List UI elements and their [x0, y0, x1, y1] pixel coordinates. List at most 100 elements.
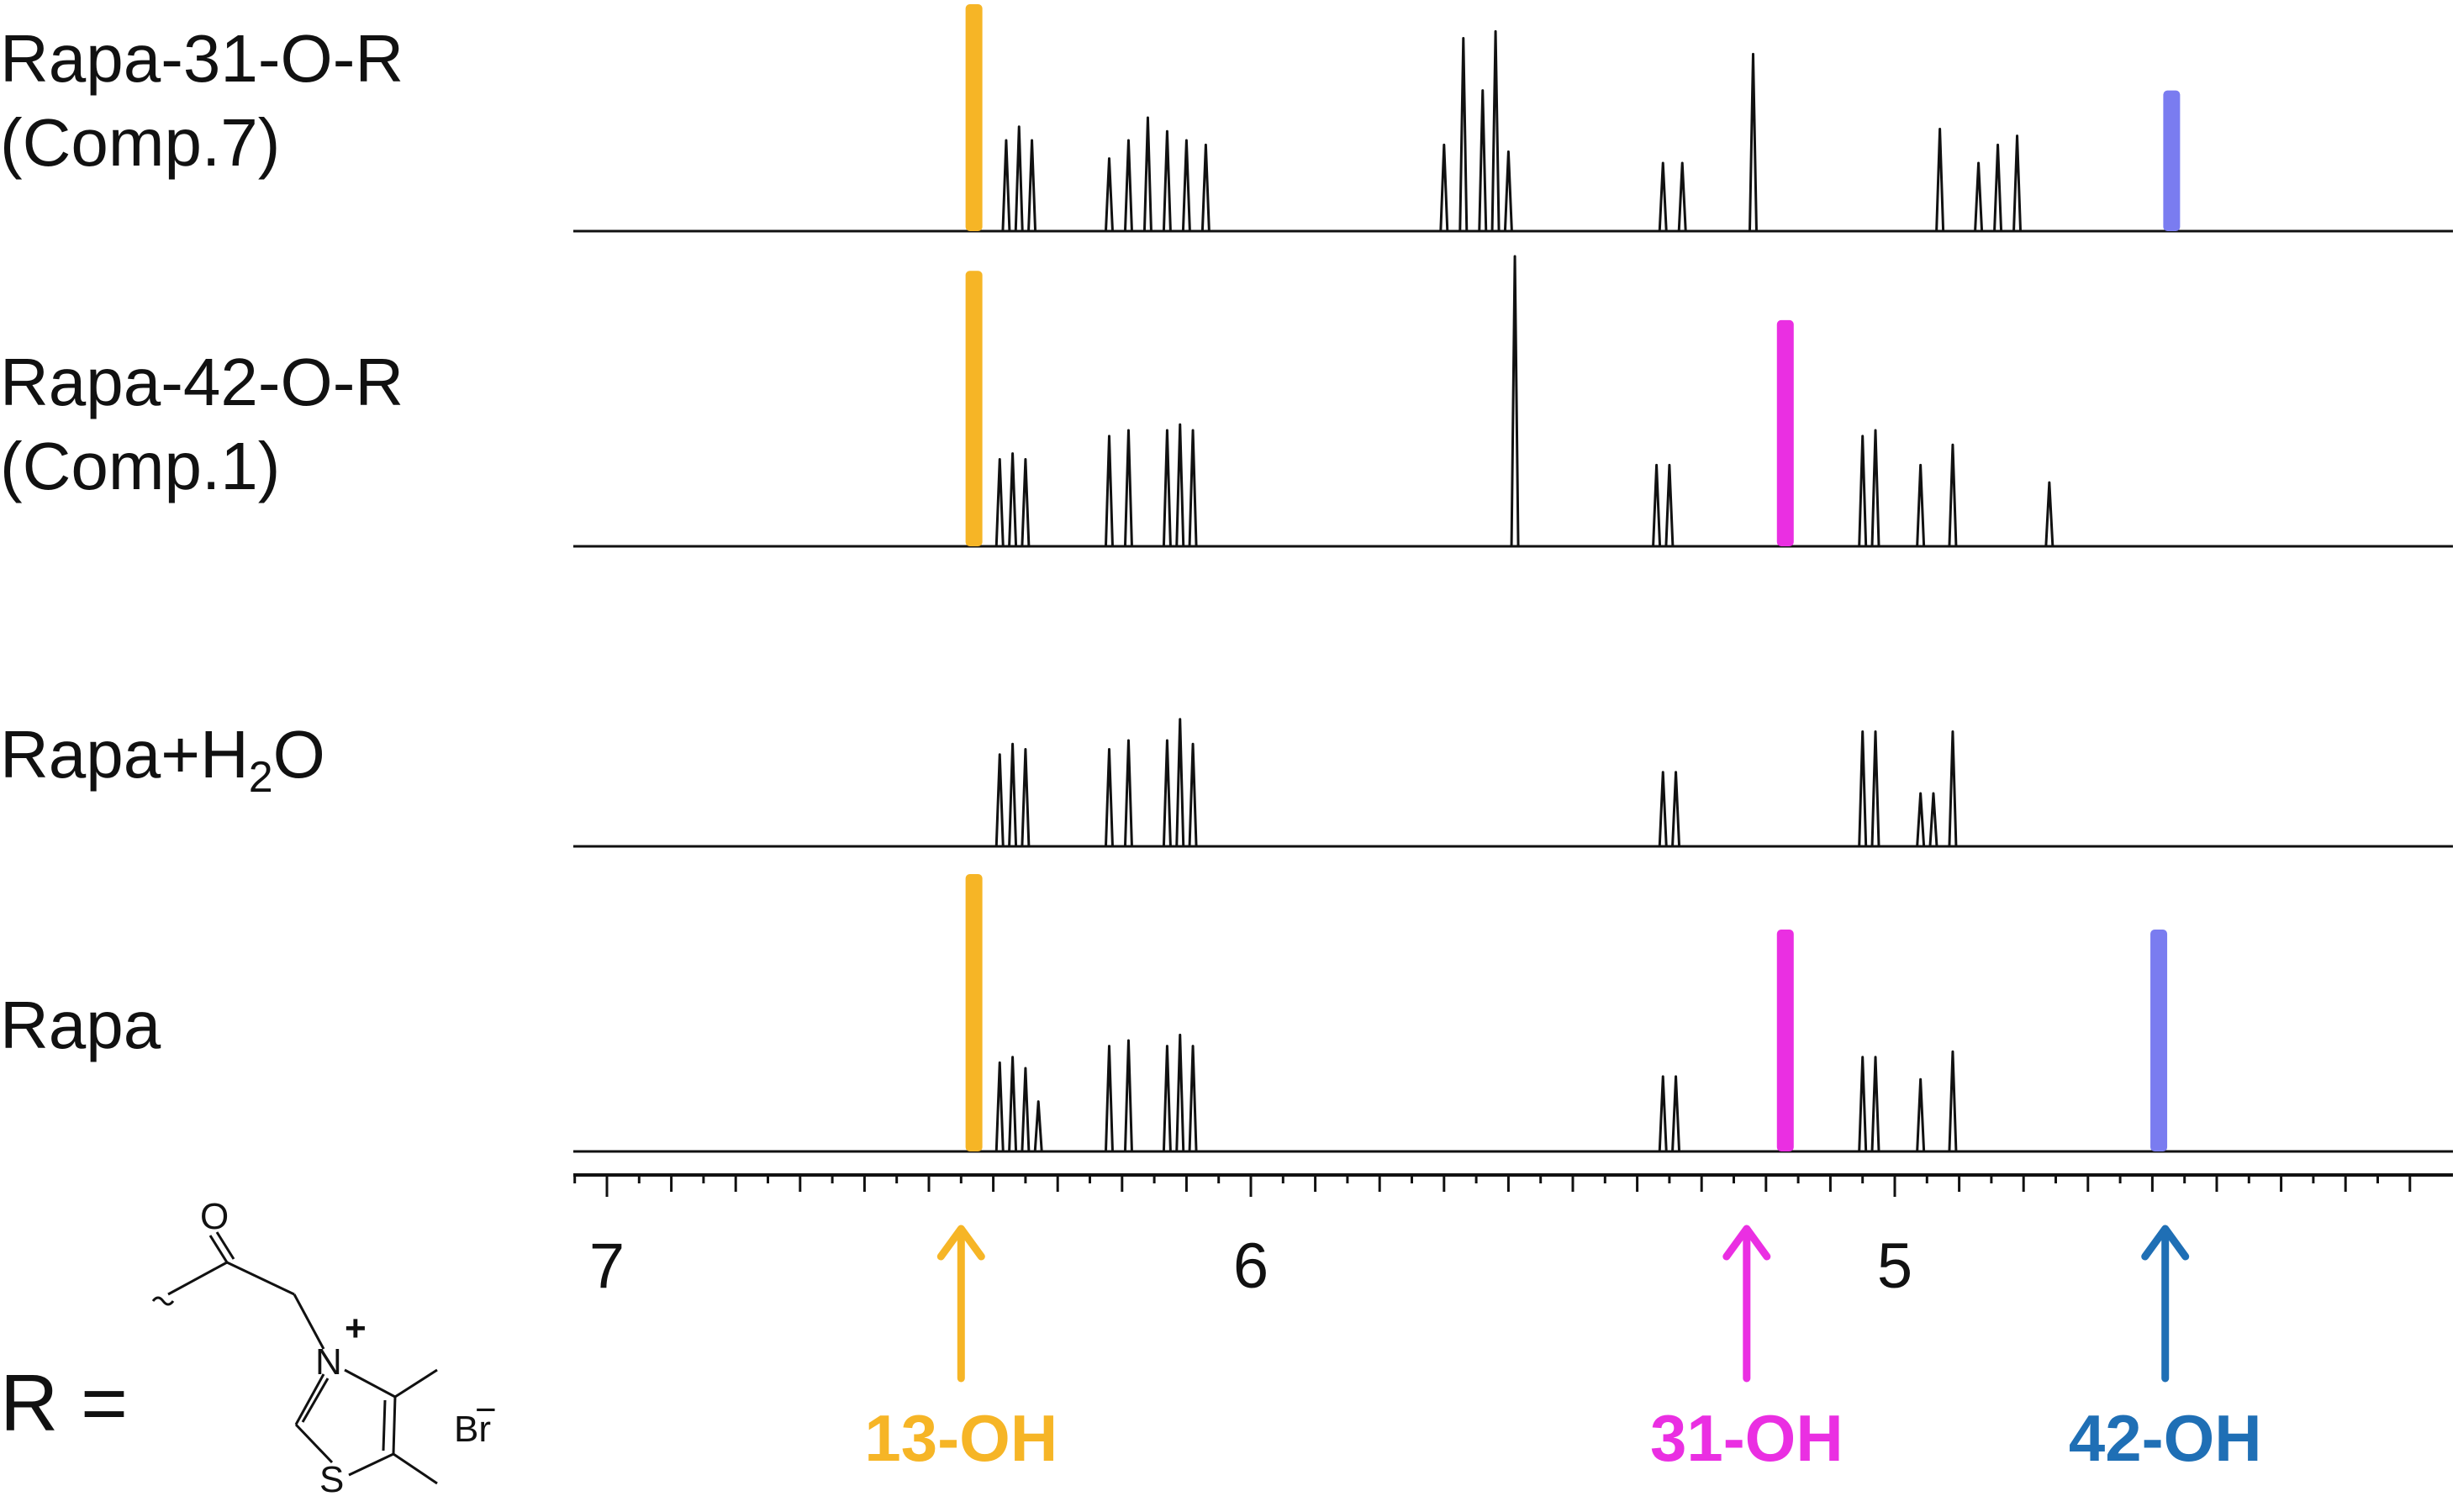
spectrum-peak — [1948, 730, 1958, 847]
atom-nitrogen: N — [315, 1341, 342, 1383]
spectrum-peak — [1021, 748, 1031, 847]
spectrum-peak — [1104, 748, 1114, 847]
spectrum-peak — [1658, 161, 1668, 232]
arrow-head — [1722, 1225, 1771, 1261]
spectrum-peak — [1162, 1045, 1172, 1152]
atom-charge: + — [345, 1308, 367, 1349]
spectrum-peak — [1188, 1045, 1198, 1152]
arrow-head — [2141, 1225, 2190, 1261]
annotation-arrow: 13-OH — [864, 1225, 1058, 1475]
spectrum-peak — [1858, 435, 1868, 547]
spectrum-peak — [1671, 1075, 1681, 1152]
spectrum-peak — [1123, 429, 1133, 547]
atom-oxygen: O — [200, 1202, 229, 1237]
spectrum-peak — [1858, 1056, 1868, 1152]
spectrum-peak — [1104, 435, 1114, 547]
spectrum-peak — [1200, 143, 1211, 232]
r-group-structure: O N + S Br − — [151, 1202, 496, 1500]
spectrum-peak — [1008, 1056, 1018, 1152]
trace-label-rapa-h2o: Rapa+H2O — [0, 713, 325, 819]
spectrum-trace — [573, 718, 2453, 848]
atom-sulfur: S — [319, 1459, 344, 1500]
spectrum-peak — [1162, 429, 1172, 547]
spectrum-peak — [1916, 1077, 1926, 1152]
spectrum-trace — [573, 255, 2453, 548]
counterion-label: Br — [454, 1409, 491, 1450]
spectrum-peak — [1104, 157, 1114, 232]
spectrum-peak — [2012, 134, 2023, 232]
r-group-label: R = — [0, 1358, 129, 1448]
highlighted-peak — [1776, 319, 1794, 546]
spectrum-peak — [1033, 1100, 1043, 1152]
axis-tick-label: 6 — [1233, 1230, 1269, 1302]
highlighted-peak — [1776, 930, 1794, 1151]
spectrum-peak — [1008, 452, 1018, 547]
spectrum-peak — [1021, 1067, 1031, 1152]
spectrum-peak — [1188, 742, 1198, 847]
spectrum-peak — [1928, 792, 1938, 847]
spectrum-peak — [994, 753, 1005, 847]
spectrum-peak — [1175, 1033, 1185, 1152]
highlighted-peak — [965, 874, 983, 1151]
ppm-axis: 7 6 5 — [573, 1173, 2453, 1302]
spectrum-peak — [1652, 463, 1662, 547]
spectrum-peak — [1870, 730, 1880, 847]
spectrum-peak — [1916, 792, 1926, 847]
spectrum-peak — [1948, 443, 1958, 547]
traces-layer — [573, 4, 2453, 1153]
spectrum-peak — [1021, 458, 1031, 547]
spectrum-trace — [573, 874, 2453, 1153]
spectrum-peak — [1142, 116, 1153, 232]
spectrum-peak — [1123, 739, 1133, 847]
spectrum-peak — [1858, 730, 1868, 847]
spectrum-peak — [1993, 143, 2003, 232]
highlighted-peak — [965, 4, 983, 231]
spectrum-peak — [1870, 1056, 1880, 1152]
spectrum-peak — [1503, 150, 1513, 232]
spectrum-peak — [1008, 742, 1018, 847]
spectrum-peak — [1974, 161, 1984, 232]
spectrum-peak — [1175, 423, 1185, 547]
axis-tick-label: 5 — [1877, 1230, 1912, 1302]
spectrum-peak — [1935, 128, 1945, 232]
spectrum-trace — [573, 4, 2453, 233]
spectrum-peak — [1123, 1039, 1133, 1152]
trace-sublabel-comp1: (Comp.1) — [0, 429, 281, 503]
spectrum-peak — [1478, 89, 1488, 232]
trace-name-comp7: Rapa-31-O-R — [0, 21, 404, 96]
trace-name-comp1: Rapa-42-O-R — [0, 345, 404, 419]
attachment-wavy-bond — [151, 1296, 175, 1306]
arrows-layer: 13-OH 31-OH 42-OH — [864, 1225, 2262, 1475]
spectrum-peak — [1916, 463, 1926, 547]
spectrum-peak — [994, 1061, 1005, 1152]
arrow-head — [936, 1225, 985, 1261]
arrow-label: 42-OH — [2069, 1401, 2262, 1475]
spectrum-peak — [1948, 1050, 1958, 1152]
spectrum-peak — [1671, 771, 1681, 847]
trace-name-rapa-h2o-end: O — [272, 717, 325, 792]
spectrum-peak — [2044, 481, 2054, 547]
highlighted-peak — [2163, 90, 2181, 231]
trace-sublabel-comp7: (Comp.7) — [0, 105, 281, 180]
arrow-label: 31-OH — [1650, 1401, 1844, 1475]
spectrum-peak — [1188, 429, 1198, 547]
spectrum-peak — [1181, 139, 1191, 232]
counterion-charge: − — [475, 1389, 496, 1430]
spectrum-peak — [1162, 739, 1172, 847]
spectrum-peak — [1001, 139, 1011, 232]
trace-name-rapa-h2o-subscript: 2 — [248, 753, 273, 802]
highlighted-peak — [2150, 930, 2168, 1151]
spectrum-peak — [1658, 771, 1668, 847]
spectrum-peak — [1027, 139, 1037, 232]
arrow-label: 13-OH — [864, 1401, 1058, 1475]
spectrum-peak — [1677, 161, 1687, 232]
spectrum-peak — [1664, 463, 1675, 547]
spectrum-peak — [1175, 718, 1185, 847]
trace-label-comp7: Rapa-31-O-R (Comp.7) — [0, 17, 404, 185]
spectrum-peak — [1658, 1075, 1668, 1152]
trace-name-rapa-h2o-main: Rapa+H — [0, 717, 249, 792]
spectrum-peak — [1123, 139, 1133, 232]
spectrum-peak — [1510, 255, 1520, 547]
